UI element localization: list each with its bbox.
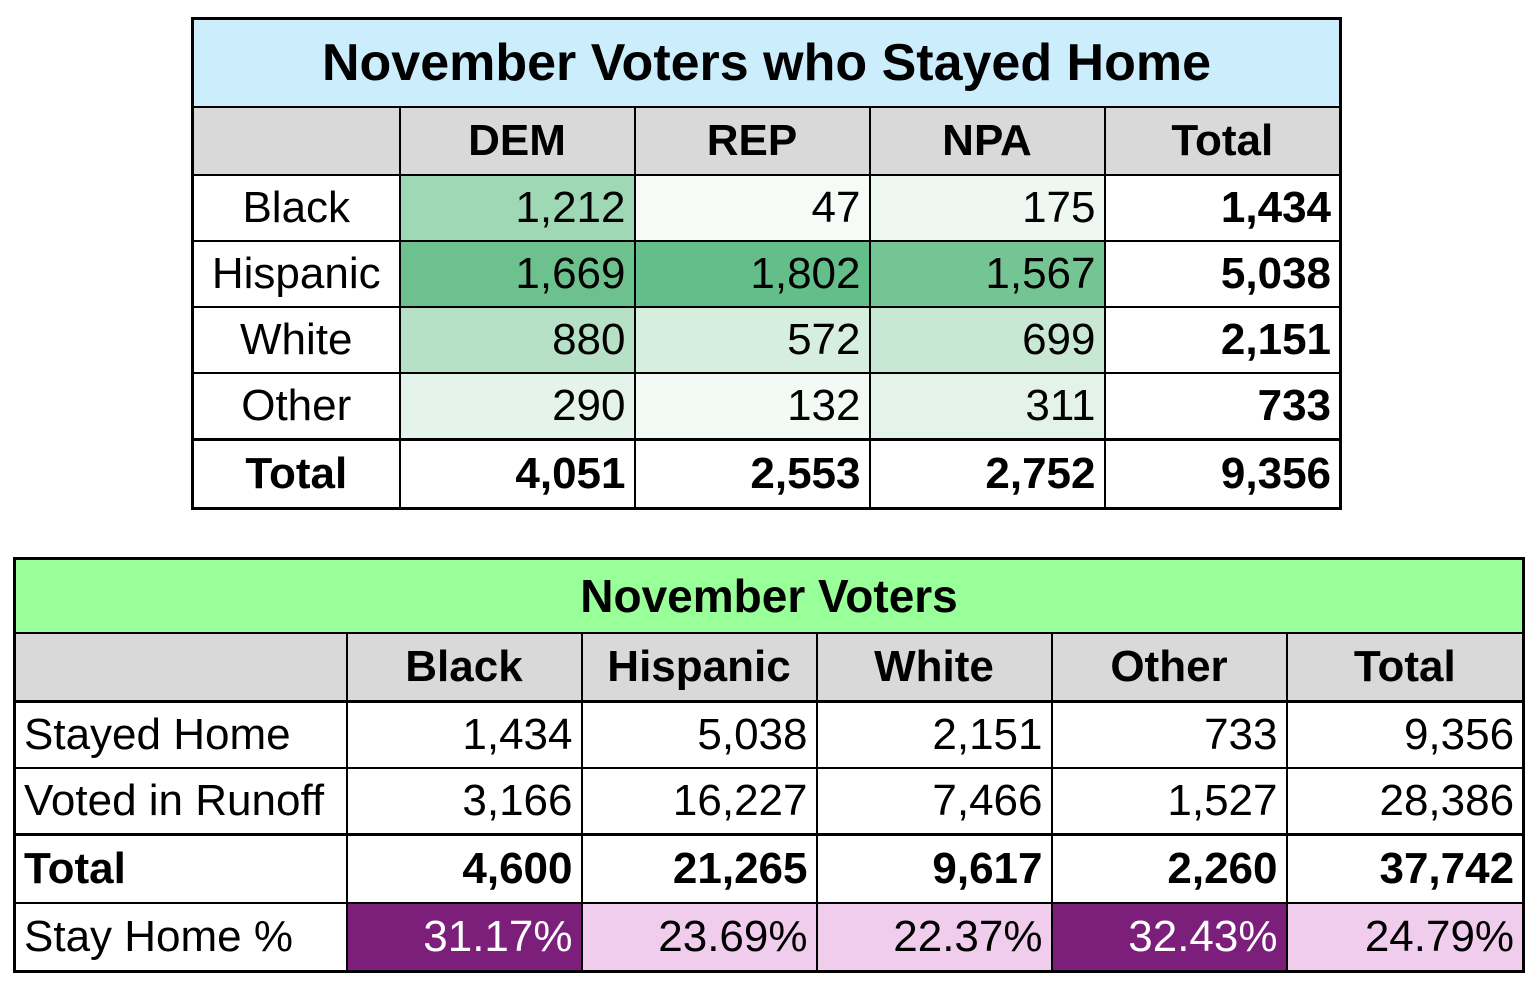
stay-home-pct-row: Stay Home % 31.17% 23.69% 22.37% 32.43% …: [13, 902, 1525, 973]
cell-black: 31.17%: [345, 902, 583, 973]
cell-other: 2,260: [1050, 833, 1288, 904]
november-voters-table: November Voters Black Hispanic White Oth…: [13, 557, 1526, 973]
header-cell-white: White: [815, 632, 1053, 703]
header-cell-empty: [191, 106, 401, 176]
cell-hispanic: 23.69%: [580, 902, 818, 973]
november-voters-table-title: November Voters: [13, 557, 1525, 634]
cell-rep: 47: [633, 174, 871, 242]
cell-total: 28,386: [1285, 767, 1525, 836]
cell-hispanic: 16,227: [580, 767, 818, 836]
row-label: Hispanic: [191, 240, 401, 308]
cell-total: 5,038: [1103, 240, 1342, 308]
total-row: Total 4,051 2,553 2,752 9,356: [191, 438, 1342, 510]
stayed-home-table: November Voters who Stayed Home DEM REP …: [191, 17, 1343, 510]
cell-npa: 699: [868, 306, 1106, 374]
row-label: Voted in Runoff: [13, 767, 348, 836]
cell-npa: 311: [868, 372, 1106, 441]
row-label: White: [191, 306, 401, 374]
cell-dem: 290: [398, 372, 636, 441]
cell-other: 1,527: [1050, 767, 1288, 836]
header-cell-npa: NPA: [868, 106, 1106, 176]
cell-rep: 572: [633, 306, 871, 374]
cell-black: 3,166: [345, 767, 583, 836]
cell-total: 9,356: [1103, 438, 1342, 510]
cell-dem: 1,212: [398, 174, 636, 242]
row-label: Other: [191, 372, 401, 441]
cell-npa: 2,752: [868, 438, 1106, 510]
table-row: Voted in Runoff 3,166 16,227 7,466 1,527…: [13, 767, 1525, 836]
cell-total: 733: [1103, 372, 1342, 441]
header-cell-black: Black: [345, 632, 583, 703]
row-label: Black: [191, 174, 401, 242]
cell-hispanic: 21,265: [580, 833, 818, 904]
row-label: Stayed Home: [13, 700, 348, 769]
table-header-row: DEM REP NPA Total: [191, 106, 1342, 176]
cell-total: 1,434: [1103, 174, 1342, 242]
cell-hispanic: 5,038: [580, 700, 818, 769]
cell-npa: 175: [868, 174, 1106, 242]
cell-white: 9,617: [815, 833, 1053, 904]
header-cell-rep: REP: [633, 106, 871, 176]
table-row: Stayed Home 1,434 5,038 2,151 733 9,356: [13, 700, 1525, 769]
table-header-row: Black Hispanic White Other Total: [13, 632, 1525, 703]
cell-dem: 880: [398, 306, 636, 374]
cell-rep: 1,802: [633, 240, 871, 308]
cell-dem: 4,051: [398, 438, 636, 510]
cell-white: 2,151: [815, 700, 1053, 769]
header-cell-dem: DEM: [398, 106, 636, 176]
cell-dem: 1,669: [398, 240, 636, 308]
cell-rep: 2,553: [633, 438, 871, 510]
header-cell-other: Other: [1050, 632, 1288, 703]
header-cell-total: Total: [1285, 632, 1525, 703]
cell-total: 9,356: [1285, 700, 1525, 769]
table-row: Other 290 132 311 733: [191, 372, 1342, 441]
cell-black: 4,600: [345, 833, 583, 904]
table-row: Hispanic 1,669 1,802 1,567 5,038: [191, 240, 1342, 308]
row-label: Stay Home %: [13, 902, 348, 973]
table-row: Black 1,212 47 175 1,434: [191, 174, 1342, 242]
header-cell-hispanic: Hispanic: [580, 632, 818, 703]
row-label: Total: [13, 833, 348, 904]
stayed-home-table-title: November Voters who Stayed Home: [191, 17, 1342, 108]
header-cell-empty: [13, 632, 348, 703]
cell-npa: 1,567: [868, 240, 1106, 308]
cell-total: 37,742: [1285, 833, 1525, 904]
cell-other: 733: [1050, 700, 1288, 769]
cell-white: 7,466: [815, 767, 1053, 836]
row-label: Total: [191, 438, 401, 510]
cell-rep: 132: [633, 372, 871, 441]
total-row: Total 4,600 21,265 9,617 2,260 37,742: [13, 833, 1525, 904]
cell-other: 32.43%: [1050, 902, 1288, 973]
cell-total: 2,151: [1103, 306, 1342, 374]
cell-black: 1,434: [345, 700, 583, 769]
header-cell-total: Total: [1103, 106, 1342, 176]
cell-total: 24.79%: [1285, 902, 1525, 973]
table-row: White 880 572 699 2,151: [191, 306, 1342, 374]
cell-white: 22.37%: [815, 902, 1053, 973]
